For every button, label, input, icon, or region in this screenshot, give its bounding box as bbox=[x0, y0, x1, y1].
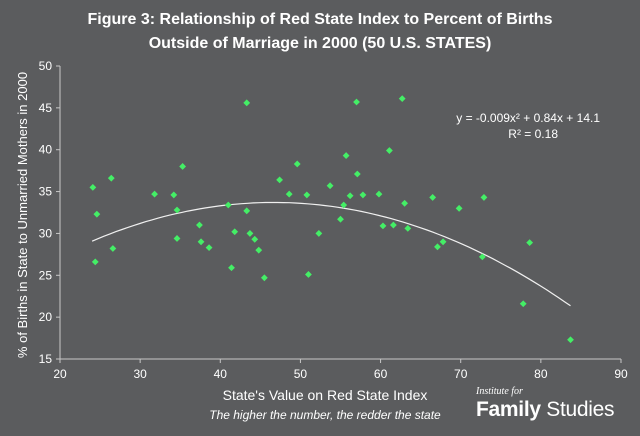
x-tick-label: 50 bbox=[294, 367, 308, 381]
axes bbox=[56, 65, 622, 363]
x-axis-subtitle: The higher the number, the redder the st… bbox=[209, 408, 441, 422]
data-point bbox=[107, 174, 115, 182]
data-point bbox=[375, 190, 383, 198]
data-point bbox=[243, 207, 251, 215]
data-point bbox=[197, 238, 205, 246]
data-point bbox=[434, 243, 441, 251]
x-tick-label: 90 bbox=[614, 367, 628, 381]
logo-top-text: Institute for bbox=[476, 386, 523, 397]
data-point bbox=[337, 215, 344, 223]
trend-line bbox=[91, 201, 571, 307]
y-tick-label: 35 bbox=[39, 185, 53, 199]
x-tick-label: 60 bbox=[374, 367, 388, 381]
data-point bbox=[303, 191, 311, 199]
data-point bbox=[379, 222, 387, 230]
y-tick-label: 30 bbox=[39, 226, 53, 240]
logo-main-text: Family Studies bbox=[476, 398, 636, 422]
chart-title-line-1: Figure 3: Relationship of Red State Inde… bbox=[87, 11, 553, 28]
data-point bbox=[151, 190, 158, 198]
data-point bbox=[519, 300, 527, 308]
data-point bbox=[480, 194, 488, 201]
r-squared-label: R² = 0.18 bbox=[508, 127, 558, 141]
data-point bbox=[93, 210, 101, 218]
data-point bbox=[326, 182, 334, 190]
data-point bbox=[224, 201, 232, 209]
data-point bbox=[173, 206, 181, 214]
data-point bbox=[276, 176, 283, 184]
data-point bbox=[179, 163, 187, 170]
data-point bbox=[385, 147, 393, 154]
trend-curve-group bbox=[91, 201, 571, 307]
data-point bbox=[315, 230, 323, 237]
data-point bbox=[246, 230, 254, 237]
data-point bbox=[228, 264, 235, 272]
data-point bbox=[398, 95, 406, 103]
y-tick-label: 40 bbox=[39, 143, 53, 157]
y-tick-label: 15 bbox=[39, 352, 53, 366]
data-point bbox=[455, 204, 463, 212]
y-axis-label: % of Births in State to Unmarried Mother… bbox=[15, 71, 30, 359]
data-point bbox=[231, 228, 239, 236]
data-point bbox=[401, 199, 409, 207]
data-point bbox=[109, 245, 117, 252]
data-point bbox=[429, 194, 437, 201]
data-point bbox=[478, 253, 486, 261]
data-point bbox=[567, 336, 574, 344]
x-tick-label: 40 bbox=[214, 367, 228, 381]
x-axis-label: State's Value on Red State Index bbox=[222, 387, 428, 403]
data-point bbox=[173, 235, 181, 242]
data-point bbox=[251, 235, 259, 243]
data-point bbox=[340, 201, 348, 209]
data-point bbox=[404, 225, 412, 232]
x-tick-label: 70 bbox=[454, 367, 468, 381]
data-point bbox=[170, 191, 178, 199]
data-point bbox=[342, 152, 350, 159]
x-tick-label: 80 bbox=[534, 367, 548, 381]
data-point bbox=[243, 99, 251, 107]
y-tick-label: 50 bbox=[39, 59, 53, 73]
logo-family-text: Family bbox=[476, 398, 541, 421]
institute-logo: Institute for Family Studies bbox=[476, 386, 636, 422]
logo-studies-text: Studies bbox=[540, 398, 615, 421]
chart-title-line-2: Outside of Marriage in 2000 (50 U.S. STA… bbox=[148, 35, 492, 52]
data-point bbox=[293, 160, 301, 168]
x-tick-labels: 20 30 40 50 60 70 80 90 bbox=[53, 367, 628, 381]
y-tick-labels: 15 20 25 30 35 40 45 50 bbox=[39, 59, 53, 366]
x-tick-label: 30 bbox=[133, 367, 147, 381]
data-point bbox=[305, 271, 312, 278]
data-point bbox=[89, 183, 97, 191]
trend-equation: y = -0.009x² + 0.84x + 14.1 bbox=[456, 111, 600, 125]
data-point bbox=[91, 258, 99, 266]
data-point bbox=[285, 190, 293, 198]
data-point bbox=[526, 239, 534, 247]
y-tick-label: 25 bbox=[39, 268, 53, 282]
data-point bbox=[205, 244, 213, 252]
data-point bbox=[196, 221, 203, 229]
data-point bbox=[346, 192, 354, 200]
x-tick-label: 20 bbox=[53, 367, 67, 381]
data-point bbox=[353, 170, 361, 178]
data-point bbox=[260, 274, 268, 282]
data-point bbox=[255, 246, 263, 254]
data-point bbox=[359, 191, 367, 199]
y-tick-label: 20 bbox=[39, 310, 53, 324]
data-points bbox=[89, 95, 574, 344]
data-point bbox=[389, 221, 397, 229]
y-tick-label: 45 bbox=[39, 101, 53, 115]
data-point bbox=[439, 238, 447, 246]
data-point bbox=[353, 98, 360, 106]
